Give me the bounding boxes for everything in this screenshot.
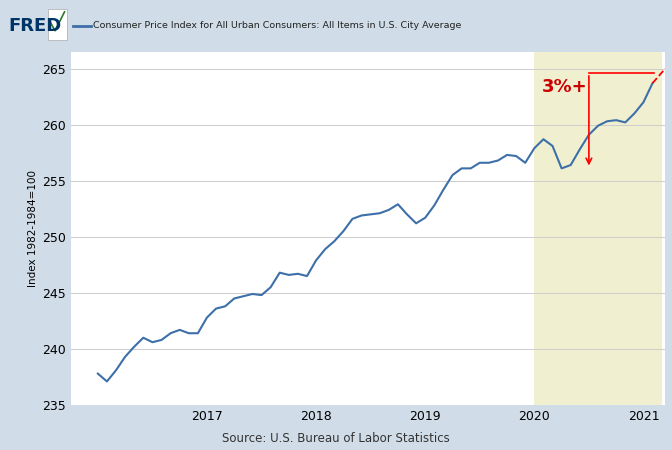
Y-axis label: Index 1982-1984=100: Index 1982-1984=100 bbox=[28, 170, 38, 287]
Text: 3%+: 3%+ bbox=[542, 77, 587, 95]
Text: Source: U.S. Bureau of Labor Statistics: Source: U.S. Bureau of Labor Statistics bbox=[222, 432, 450, 446]
Text: FRED: FRED bbox=[8, 17, 61, 35]
FancyBboxPatch shape bbox=[48, 9, 67, 40]
Text: Consumer Price Index for All Urban Consumers: All Items in U.S. City Average: Consumer Price Index for All Urban Consu… bbox=[93, 22, 462, 31]
Bar bbox=[534, 52, 662, 405]
